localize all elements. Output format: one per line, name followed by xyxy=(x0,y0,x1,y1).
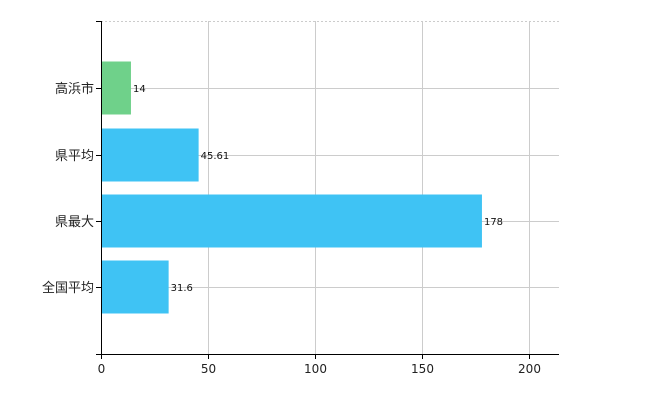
category-label-0: 高浜市 xyxy=(55,81,94,97)
bars xyxy=(101,61,482,314)
x-tick-label-200: 200 xyxy=(518,362,541,376)
bar-3 xyxy=(101,260,169,314)
data-label-2: 178 xyxy=(484,217,503,228)
data-label-3: 31.6 xyxy=(171,283,193,294)
x-tick-label-50: 50 xyxy=(201,362,216,376)
bar-0 xyxy=(101,61,131,115)
data-label-1: 45.61 xyxy=(201,151,230,162)
category-label-3: 全国平均 xyxy=(42,280,94,296)
x-tick-label-100: 100 xyxy=(304,362,327,376)
x-tick-label-0: 0 xyxy=(98,362,106,376)
labels: 14 高浜市 45.61 県平均 178 県最大 31.6 全国平均 0 50 100 150 200 xyxy=(42,81,541,376)
bar-2 xyxy=(101,194,482,248)
x-tick-label-150: 150 xyxy=(411,362,434,376)
gridlines xyxy=(101,21,559,354)
category-label-2: 県最大 xyxy=(55,215,94,230)
category-label-1: 県平均 xyxy=(55,149,94,164)
bar-1 xyxy=(101,128,199,182)
axes xyxy=(96,21,559,359)
data-label-0: 14 xyxy=(133,84,146,95)
